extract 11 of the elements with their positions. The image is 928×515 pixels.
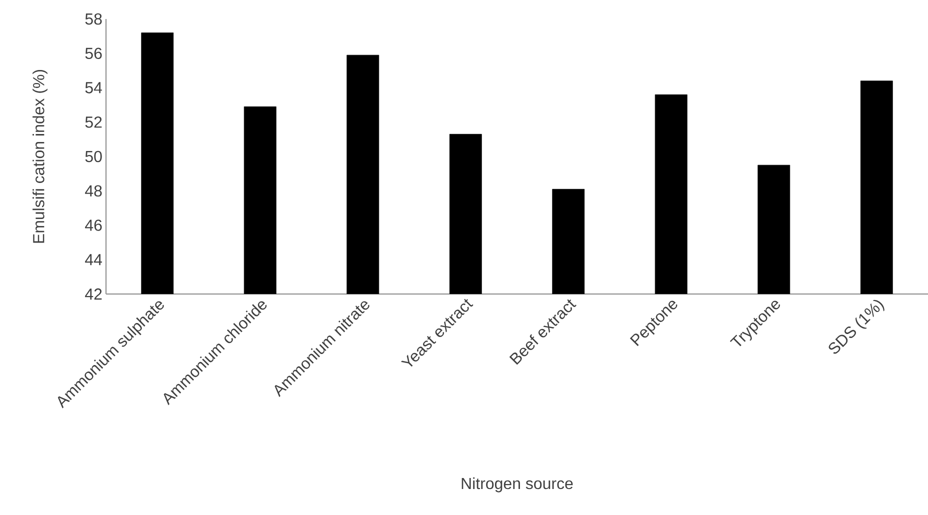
y-tick-label: 56 [85, 48, 102, 60]
y-axis-title: Emulsifi cation index (%) [32, 70, 48, 243]
y-tick-label: 54 [85, 82, 102, 94]
y-tick-label: 48 [85, 185, 102, 197]
y-tick-label: 44 [85, 254, 102, 266]
y-tick-label: 46 [85, 220, 102, 231]
x-axis-title: Nitrogen source [462, 477, 573, 492]
y-tick-label: 50 [85, 150, 102, 162]
y-tick-label: 42 [85, 288, 102, 300]
y-tick-label: 58 [85, 13, 102, 25]
y-tick-label: 52 [85, 116, 102, 128]
